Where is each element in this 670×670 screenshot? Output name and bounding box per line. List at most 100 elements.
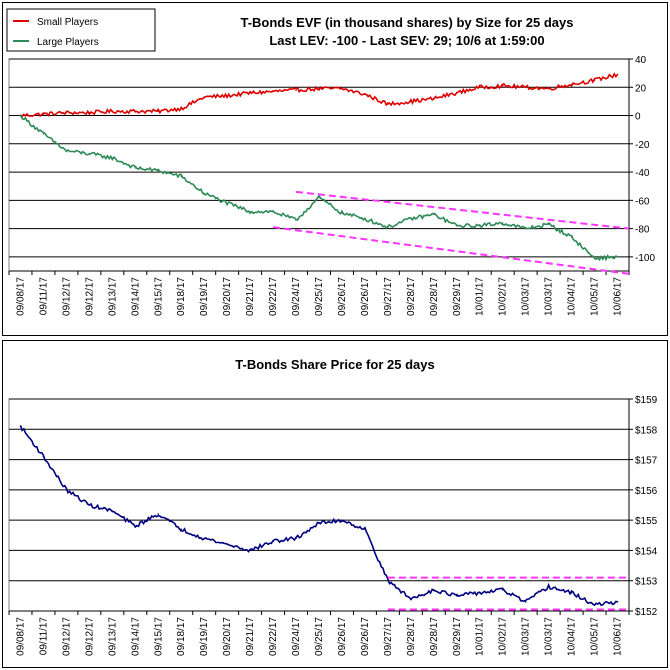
data-point (364, 217, 366, 220)
data-point (272, 90, 274, 93)
y-tick-label: $159 (635, 395, 658, 406)
x-tick-label: 09/29/17 (452, 617, 463, 656)
data-point (318, 522, 320, 524)
price-chart: T-Bonds Share Price for 25 days $152 $153 $… (8, 357, 658, 656)
x-tick-label: 09/13/17 (107, 277, 118, 316)
data-point (387, 103, 389, 106)
x-tick-label: 10/01/17 (475, 277, 486, 316)
data-point (616, 601, 619, 603)
y-tick-label: $156 (635, 486, 658, 497)
x-tick-label: 09/13/17 (107, 617, 118, 656)
trendline (272, 226, 630, 275)
data-point (547, 585, 550, 588)
y-tick-label: $157 (635, 456, 658, 467)
data-point (410, 598, 412, 600)
data-point (226, 202, 228, 204)
data-point (111, 110, 114, 113)
data-point (272, 210, 274, 213)
x-tick-label: 10/04/17 (567, 277, 578, 316)
data-point (203, 96, 205, 98)
data-point (524, 601, 527, 603)
data-point (616, 73, 619, 76)
x-tick-label: 09/11/17 (38, 617, 49, 656)
data-point (341, 519, 343, 521)
x-tick-label: 09/19/17 (199, 617, 210, 656)
x-tick-label: 09/12/17 (61, 617, 72, 656)
x-tick-label: 09/12/17 (84, 277, 95, 316)
x-tick-label: 10/06/17 (613, 617, 624, 656)
x-tick-label: 09/15/17 (153, 617, 164, 656)
x-tick-label: 09/24/17 (291, 277, 302, 316)
data-point (341, 212, 343, 214)
x-tick-label: 09/22/17 (268, 617, 279, 656)
data-point (180, 107, 183, 110)
plot-area (8, 58, 630, 272)
x-tick-label: 10/06/17 (613, 277, 624, 316)
legend-label: Small Players (37, 17, 98, 28)
data-point (501, 589, 504, 591)
x-tick-label: 09/26/17 (360, 617, 371, 656)
x-tick-label: 09/28/17 (406, 277, 417, 316)
data-point (134, 167, 137, 169)
evf-chart: T-Bonds EVF (in thousand shares) by Size… (6, 8, 655, 316)
x-tick-label: 09/26/17 (360, 277, 371, 316)
x-tick-label: 09/26/17 (337, 277, 348, 316)
x-tick-label: 10/03/17 (544, 277, 555, 316)
plot-area (8, 398, 630, 612)
x-tick-label: 09/29/17 (452, 277, 463, 316)
x-tick-label: 09/27/17 (383, 277, 394, 316)
price-chart-panel: T-Bonds Share Price for 25 days $152 $153 $… (2, 340, 668, 668)
trendline (295, 190, 630, 230)
x-tick-label: 10/03/17 (521, 277, 532, 316)
data-point (455, 224, 458, 227)
series-line-large-players (19, 114, 618, 262)
data-point (570, 236, 573, 238)
x-tick-label: 09/14/17 (130, 617, 141, 656)
x-tick-label: 09/08/17 (15, 617, 26, 656)
series-line-small-players (19, 72, 619, 118)
y-tick-label: 40 (635, 55, 647, 66)
x-tick-label: 10/04/17 (567, 617, 578, 656)
x-tick-label: 09/25/17 (314, 277, 325, 316)
data-point (180, 175, 183, 178)
x-tick-label: 09/18/17 (176, 617, 187, 656)
x-tick-label: 09/26/17 (337, 617, 348, 656)
data-point (111, 157, 114, 159)
data-point (42, 133, 45, 135)
data-point (249, 210, 251, 213)
data-point (433, 213, 435, 216)
data-point (249, 549, 251, 552)
data-point (226, 543, 228, 546)
data-point (387, 579, 389, 582)
data-point (318, 87, 320, 90)
y-tick-label: -60 (635, 196, 650, 207)
x-tick-label: 09/12/17 (61, 277, 72, 316)
evf-chart-panel: T-Bonds EVF (in thousand shares) by Size… (2, 2, 668, 336)
x-tick-label: 09/28/17 (429, 617, 440, 656)
data-point (616, 256, 619, 258)
data-point (157, 110, 160, 113)
data-point (88, 111, 91, 114)
data-point (19, 425, 22, 428)
x-tick-label: 09/15/17 (153, 277, 164, 316)
x-tick-label: 10/03/17 (544, 617, 555, 656)
y-tick-label: $153 (635, 577, 658, 588)
y-tick-label: $154 (635, 546, 658, 557)
x-tick-label: 09/24/17 (291, 617, 302, 656)
data-point (203, 537, 205, 540)
data-point (524, 227, 527, 230)
chart-title: T-Bonds EVF (in thousand shares) by Size… (240, 15, 573, 30)
data-point (180, 528, 183, 531)
x-tick-label: 09/27/17 (383, 617, 394, 656)
data-point (478, 86, 481, 89)
y-tick-label: $155 (635, 516, 658, 527)
data-point (249, 92, 251, 94)
x-tick-label: 09/20/17 (222, 277, 233, 316)
y-tick-label: -80 (635, 225, 650, 236)
data-point (111, 510, 114, 512)
x-tick-label: 10/05/17 (590, 617, 601, 656)
y-tick-label: 0 (635, 112, 641, 123)
x-tick-label: 10/03/17 (521, 617, 532, 656)
data-point (134, 110, 137, 113)
data-point (410, 100, 412, 103)
